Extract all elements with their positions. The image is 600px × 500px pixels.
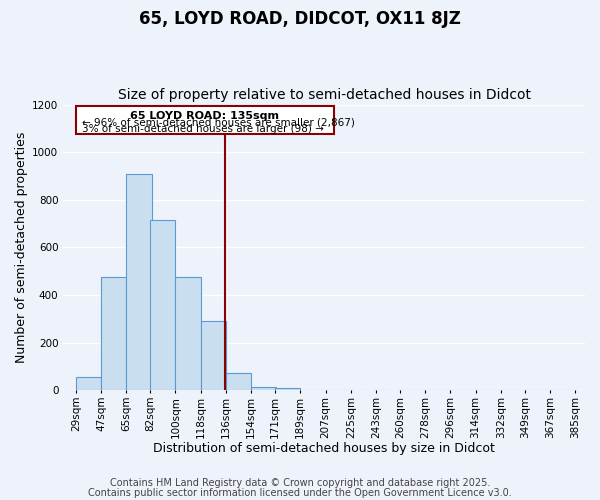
- Bar: [251, 386, 277, 390]
- Text: Contains public sector information licensed under the Open Government Licence v3: Contains public sector information licen…: [88, 488, 512, 498]
- Bar: [175, 277, 201, 390]
- Bar: [275, 388, 300, 390]
- Text: Contains HM Land Registry data © Crown copyright and database right 2025.: Contains HM Land Registry data © Crown c…: [110, 478, 490, 488]
- Title: Size of property relative to semi-detached houses in Didcot: Size of property relative to semi-detach…: [118, 88, 530, 102]
- Bar: [127, 174, 152, 390]
- FancyBboxPatch shape: [76, 106, 334, 134]
- Bar: [76, 377, 101, 390]
- Text: 65 LOYD ROAD: 135sqm: 65 LOYD ROAD: 135sqm: [130, 110, 280, 120]
- X-axis label: Distribution of semi-detached houses by size in Didcot: Distribution of semi-detached houses by …: [153, 442, 495, 455]
- Bar: [226, 374, 251, 390]
- Text: 65, LOYD ROAD, DIDCOT, OX11 8JZ: 65, LOYD ROAD, DIDCOT, OX11 8JZ: [139, 10, 461, 28]
- Bar: [150, 220, 175, 390]
- Bar: [101, 277, 127, 390]
- Y-axis label: Number of semi-detached properties: Number of semi-detached properties: [15, 132, 28, 363]
- Text: ← 96% of semi-detached houses are smaller (2,867): ← 96% of semi-detached houses are smalle…: [82, 117, 355, 127]
- Text: 3% of semi-detached houses are larger (98) →: 3% of semi-detached houses are larger (9…: [82, 124, 323, 134]
- Bar: [201, 321, 226, 390]
